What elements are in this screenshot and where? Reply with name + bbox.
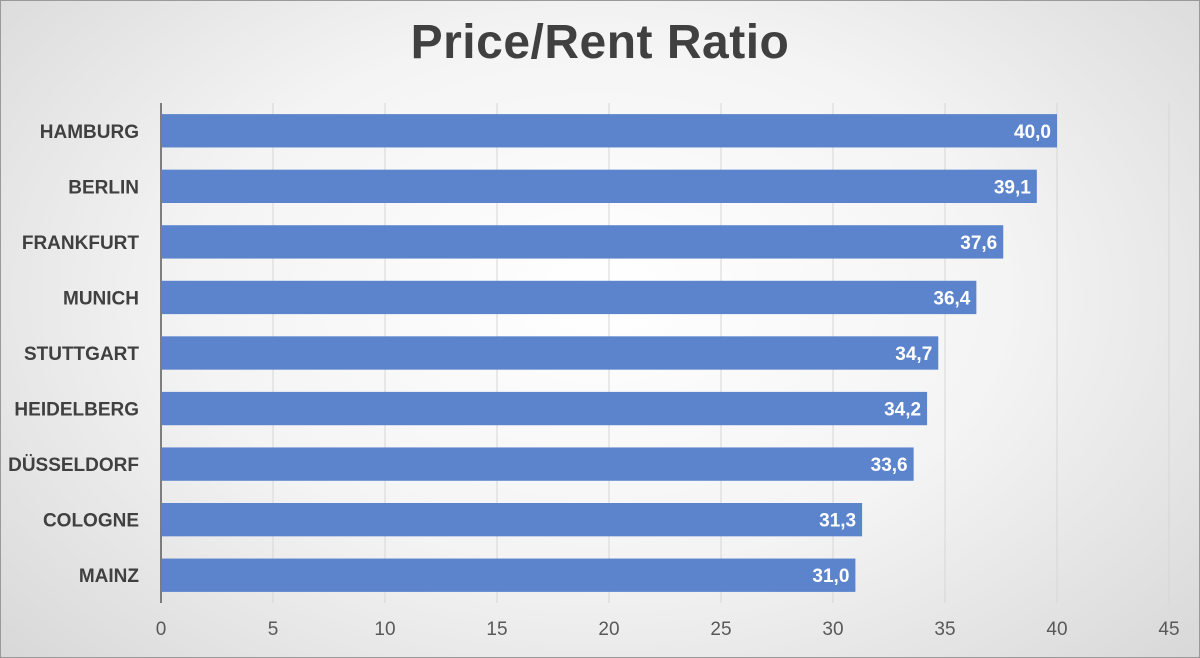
bar bbox=[162, 280, 977, 315]
x-tick-label: 40 bbox=[1046, 619, 1067, 640]
x-tick-label: 20 bbox=[598, 619, 619, 640]
bar bbox=[162, 391, 928, 426]
data-label: 31,0 bbox=[812, 566, 849, 587]
category-label: DÜSSELDORF bbox=[8, 455, 139, 476]
data-label: 40,0 bbox=[1014, 122, 1051, 143]
x-tick-label: 30 bbox=[822, 619, 843, 640]
category-label: MAINZ bbox=[79, 566, 140, 587]
data-label: 36,4 bbox=[933, 288, 970, 309]
bar bbox=[162, 114, 1057, 148]
bar bbox=[162, 336, 939, 370]
bars bbox=[162, 114, 1057, 592]
data-label: 39,1 bbox=[994, 177, 1031, 198]
bar bbox=[162, 447, 914, 481]
category-label: FRANKFURT bbox=[22, 233, 140, 254]
bar bbox=[162, 225, 1004, 259]
category-label: STUTTGART bbox=[24, 344, 139, 365]
labels: 0 5 10 15 20 25 30 35 40 45 HAMBURG 40,0 BERLIN 39,1 F… bbox=[8, 122, 1179, 640]
x-tick-label: 5 bbox=[268, 619, 279, 640]
data-label: 33,6 bbox=[871, 455, 908, 476]
x-tick-label: 0 bbox=[156, 619, 167, 640]
x-tick-label: 45 bbox=[1158, 619, 1179, 640]
data-label: 31,3 bbox=[819, 511, 856, 532]
category-label: HEIDELBERG bbox=[14, 400, 139, 421]
x-tick-label: 25 bbox=[710, 619, 731, 640]
data-label: 34,2 bbox=[884, 400, 921, 421]
category-label: MUNICH bbox=[63, 288, 139, 309]
bar bbox=[162, 169, 1037, 203]
x-tick-label: 10 bbox=[374, 619, 395, 640]
x-tick-label: 15 bbox=[486, 619, 507, 640]
bar bbox=[162, 503, 863, 537]
category-label: HAMBURG bbox=[40, 122, 139, 143]
chart-title: Price/Rent Ratio bbox=[410, 16, 790, 69]
bar bbox=[162, 558, 856, 592]
category-label: COLOGNE bbox=[43, 511, 139, 532]
data-label: 37,6 bbox=[960, 233, 997, 254]
data-label: 34,7 bbox=[895, 344, 932, 365]
category-label: BERLIN bbox=[68, 177, 139, 198]
x-tick-label: 35 bbox=[934, 619, 955, 640]
